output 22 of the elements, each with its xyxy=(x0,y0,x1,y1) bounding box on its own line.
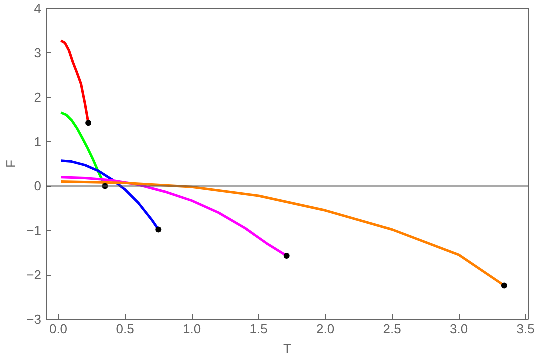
x-axis-title: T xyxy=(284,342,292,356)
x-tick-label: 1.0 xyxy=(183,322,202,336)
point xyxy=(284,252,290,259)
x-tick-label: 1.5 xyxy=(250,322,268,336)
x-tick-label: 2.5 xyxy=(383,322,402,336)
point xyxy=(501,282,508,289)
x-tick-label: 2.0 xyxy=(316,322,335,336)
point xyxy=(86,120,92,126)
y-tick-label: 3 xyxy=(34,45,42,60)
y-tick-label: 4 xyxy=(34,1,42,16)
y-tick-label: 1 xyxy=(34,134,42,150)
x-tick-label: 0.0 xyxy=(49,322,68,336)
y-tick-label: 0 xyxy=(34,178,42,194)
y-tick-label: −1 xyxy=(26,223,42,238)
point xyxy=(156,226,162,233)
y-tick-label: −3 xyxy=(26,312,42,327)
y-tick-label: 2 xyxy=(34,90,42,105)
y-axis-title: F xyxy=(4,160,19,168)
y-tick-label: −2 xyxy=(26,268,42,283)
x-tick-label: 0.5 xyxy=(116,322,134,336)
x-tick-label: 3.5 xyxy=(516,322,535,336)
x-tick-label: 3.0 xyxy=(450,322,468,336)
